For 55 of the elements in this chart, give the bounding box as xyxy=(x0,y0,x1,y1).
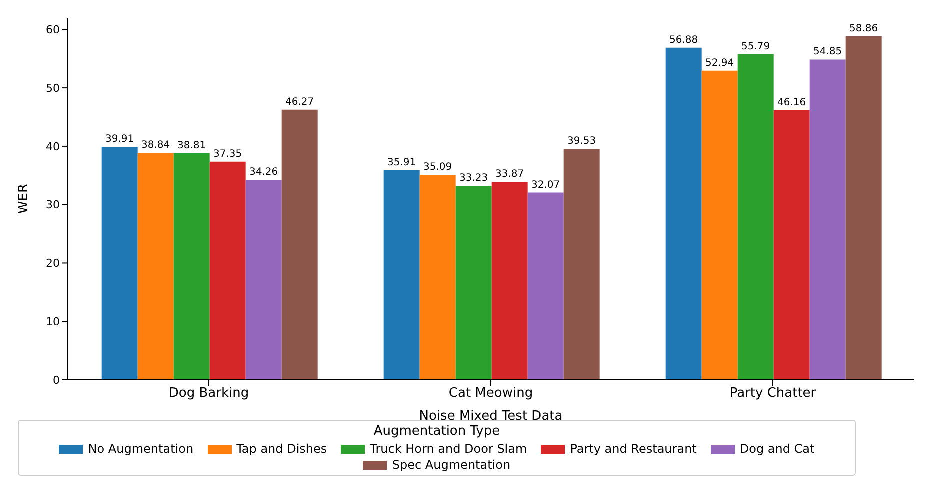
y-tick-label: 0 xyxy=(53,374,60,387)
bar xyxy=(846,36,882,380)
bar xyxy=(384,170,420,380)
y-tick-label: 20 xyxy=(46,257,60,270)
bar xyxy=(492,182,528,380)
bar xyxy=(102,146,138,380)
y-axis-title: WER xyxy=(16,184,32,214)
data-label: 35.91 xyxy=(388,157,416,168)
legend-label: No Augmentation xyxy=(87,442,194,456)
data-label: 33.87 xyxy=(496,169,524,180)
y-tick-label: 60 xyxy=(46,24,60,37)
y-tick-label: 50 xyxy=(46,82,60,95)
y-tick-label: 10 xyxy=(46,316,60,329)
bar xyxy=(774,110,810,380)
data-label: 35.09 xyxy=(424,162,452,174)
legend-title: Augmentation Type xyxy=(372,424,502,439)
bar xyxy=(564,149,600,380)
legend-label: Spec Augmentation xyxy=(391,458,511,472)
data-label: 54.85 xyxy=(814,46,842,58)
x-tick-label: Party Chatter xyxy=(730,386,817,402)
data-label: 58.86 xyxy=(850,23,878,34)
data-label: 33.23 xyxy=(460,172,488,184)
y-tick-label: 30 xyxy=(46,198,60,212)
data-label: 37.35 xyxy=(214,148,242,160)
legend-label: Truck Horn and Door Slam xyxy=(369,442,528,456)
data-label: 56.88 xyxy=(670,34,698,46)
y-tick-label: 40 xyxy=(46,140,60,154)
bar xyxy=(702,70,738,380)
bar xyxy=(738,54,774,380)
legend-label: Tap and Dishes xyxy=(236,442,328,456)
data-label: 39.91 xyxy=(106,134,134,145)
bar xyxy=(138,153,174,380)
x-axis-title: Noise Mixed Test Data xyxy=(419,409,563,424)
data-label: 46.16 xyxy=(778,97,806,108)
data-label: 55.79 xyxy=(742,41,770,52)
bar xyxy=(282,110,318,380)
data-label: 38.81 xyxy=(178,140,206,152)
legend-label: Dog and Cat xyxy=(738,442,815,456)
x-tick-label: Dog Barking xyxy=(168,386,250,402)
data-label: 52.94 xyxy=(706,58,734,69)
data-label: 34.26 xyxy=(250,166,278,178)
bar xyxy=(174,153,210,380)
bar xyxy=(528,192,564,380)
bar xyxy=(210,162,246,380)
bar xyxy=(666,48,702,380)
x-tick-label: Cat Meowing xyxy=(448,386,534,402)
bar xyxy=(810,60,846,380)
data-label: 38.84 xyxy=(142,140,170,152)
data-label: 32.07 xyxy=(532,180,560,191)
data-label: 39.53 xyxy=(568,136,596,148)
bar xyxy=(420,175,456,380)
bar xyxy=(246,180,282,380)
data-label: 46.27 xyxy=(286,96,314,108)
legend-label: Party and Restaurant xyxy=(569,442,697,456)
bar xyxy=(456,186,492,380)
